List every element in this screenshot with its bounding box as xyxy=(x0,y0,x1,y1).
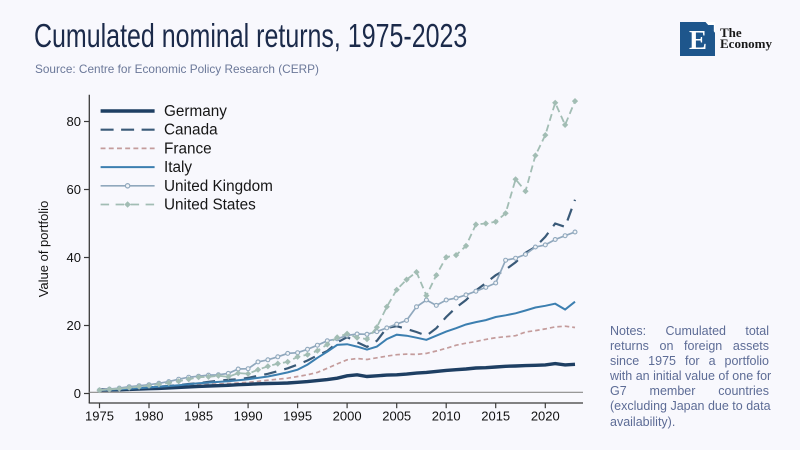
svg-text:40: 40 xyxy=(67,250,81,265)
svg-text:Value of portfolio: Value of portfolio xyxy=(36,201,51,298)
svg-text:1995: 1995 xyxy=(283,409,312,424)
svg-text:1985: 1985 xyxy=(184,409,213,424)
svg-text:2010: 2010 xyxy=(432,409,461,424)
svg-text:1975: 1975 xyxy=(85,409,114,424)
svg-text:Germany: Germany xyxy=(164,103,227,120)
svg-text:United States: United States xyxy=(164,197,256,214)
svg-text:2020: 2020 xyxy=(531,409,560,424)
svg-text:1980: 1980 xyxy=(135,409,164,424)
svg-text:60: 60 xyxy=(67,182,81,197)
svg-text:Canada: Canada xyxy=(164,122,218,139)
svg-text:80: 80 xyxy=(67,114,81,129)
svg-text:1990: 1990 xyxy=(234,409,263,424)
svg-text:2000: 2000 xyxy=(333,409,362,424)
svg-text:France: France xyxy=(164,140,212,157)
svg-text:0: 0 xyxy=(74,386,81,401)
svg-text:2005: 2005 xyxy=(382,409,411,424)
svg-text:United Kingdom: United Kingdom xyxy=(164,178,273,195)
svg-text:Italy: Italy xyxy=(164,159,192,176)
svg-text:20: 20 xyxy=(67,318,81,333)
svg-text:2015: 2015 xyxy=(481,409,510,424)
